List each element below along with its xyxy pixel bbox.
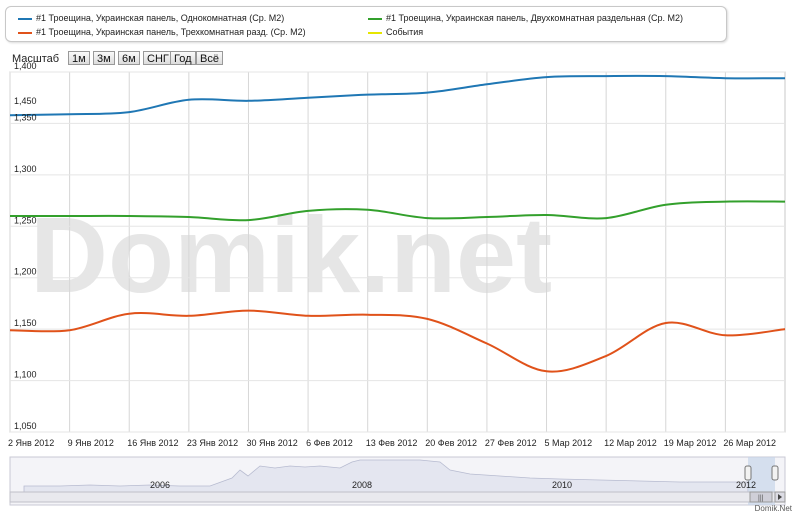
x-tick-label: 5 Мар 2012: [545, 438, 593, 448]
legend-swatch-blue: [18, 17, 32, 20]
legend-item-two-room[interactable]: #1 Троещина, Украинская панель, Двухкомн…: [368, 13, 683, 24]
y-tick-label: 1,450: [14, 96, 37, 106]
navigator-year-2008: 2008: [352, 480, 372, 490]
x-tick-label: 27 Фев 2012: [485, 438, 537, 448]
x-tick-label: 2 Янв 2012: [8, 438, 54, 448]
x-axis: 2 Янв 2012 9 Янв 2012 16 Янв 2012 23 Янв 20…: [8, 438, 776, 448]
scrollbar-grip-icon: |||: [758, 495, 764, 502]
legend-item-one-room[interactable]: #1 Троещина, Украинская панель, Однокомн…: [18, 13, 284, 24]
series-line-0[interactable]: [9, 74, 786, 117]
arrow-right-icon: [778, 494, 782, 500]
zoom-1m-button[interactable]: 1м: [68, 51, 90, 65]
x-tick-label: 20 Фев 2012: [425, 438, 477, 448]
zoom-year-button[interactable]: Год: [170, 51, 196, 65]
chart-series: [9, 74, 786, 373]
y-tick-label: 1,100: [14, 370, 37, 380]
navigator-right-handle[interactable]: [771, 465, 779, 481]
y-tick-label: 1,200: [14, 267, 37, 277]
chart-legend: #1 Троещина, Украинская панель, Однокомн…: [5, 6, 727, 42]
x-tick-label: 6 Фев 2012: [306, 438, 353, 448]
navigator-scrollbar-track[interactable]: [9, 491, 786, 503]
watermark-text: Domik.net: [30, 194, 552, 315]
navigator-scrollbar-thumb[interactable]: [749, 491, 773, 503]
zoom-3m-button[interactable]: 3м: [93, 51, 115, 65]
navigator-year-2006: 2006: [150, 480, 170, 490]
navigator-left-handle[interactable]: [744, 465, 752, 481]
y-tick-label: 1,300: [14, 164, 37, 174]
y-tick-label: 1,150: [14, 318, 37, 328]
legend-label: #1 Троещина, Украинская панель, Однокомн…: [36, 13, 285, 23]
y-tick-label: 1,350: [14, 112, 37, 122]
chart-grid: [9, 71, 786, 433]
zoom-ytd-button[interactable]: СНГ: [143, 51, 173, 65]
legend-swatch-green: [368, 17, 382, 20]
y-tick-label: 1,400: [14, 61, 37, 71]
legend-label: События: [386, 27, 424, 37]
navigator: 2006 2008 2010 2012 |||: [9, 456, 786, 506]
legend-swatch-orange: [18, 31, 32, 34]
x-tick-label: 9 Янв 2012: [68, 438, 114, 448]
x-tick-label: 16 Янв 2012: [127, 438, 178, 448]
x-tick-label: 23 Янв 2012: [187, 438, 238, 448]
legend-swatch-yellow: [368, 31, 382, 34]
y-tick-label: 1,250: [14, 215, 37, 225]
x-tick-label: 12 Мар 2012: [604, 438, 657, 448]
series-line-1[interactable]: [9, 200, 786, 222]
y-tick-label: 1,050: [14, 421, 37, 431]
navigator-year-2012: 2012: [736, 480, 756, 490]
series-line-2[interactable]: [9, 309, 786, 373]
x-tick-label: 13 Фев 2012: [366, 438, 418, 448]
legend-item-three-room[interactable]: #1 Троещина, Украинская панель, Трехкомн…: [18, 27, 306, 38]
zoom-label: Масштаб: [12, 53, 60, 65]
navigator-year-2010: 2010: [552, 480, 572, 490]
credit-text: Domik.Net: [754, 504, 792, 513]
navigator-series: [23, 459, 749, 493]
zoom-6m-button[interactable]: 6м: [118, 51, 140, 65]
zoom-all-button[interactable]: Всё: [196, 51, 223, 65]
legend-label: #1 Троещина, Украинская панель, Трехкомн…: [36, 27, 306, 37]
x-tick-label: 26 Мар 2012: [723, 438, 776, 448]
legend-item-events[interactable]: События: [368, 27, 423, 38]
y-axis: 1,050 1,100 1,150 1,200 1,250 1,300 1,350 1,400…: [14, 61, 37, 431]
x-tick-label: 30 Янв 2012: [246, 438, 297, 448]
legend-label: #1 Троещина, Украинская панель, Двухкомн…: [386, 13, 683, 23]
x-tick-label: 19 Мар 2012: [664, 438, 717, 448]
